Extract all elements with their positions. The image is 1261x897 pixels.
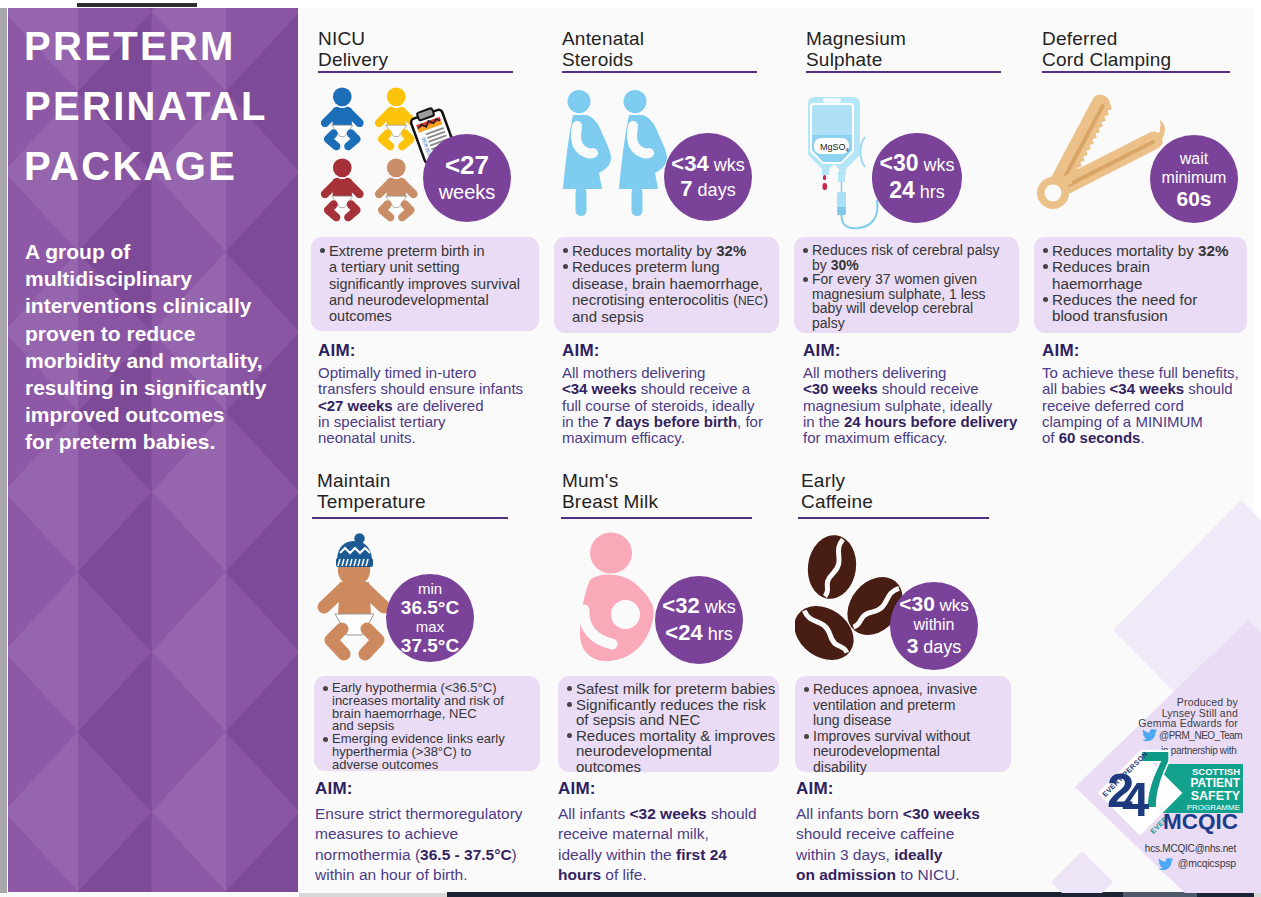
svg-text:MgSO4: MgSO4 — [820, 142, 850, 153]
